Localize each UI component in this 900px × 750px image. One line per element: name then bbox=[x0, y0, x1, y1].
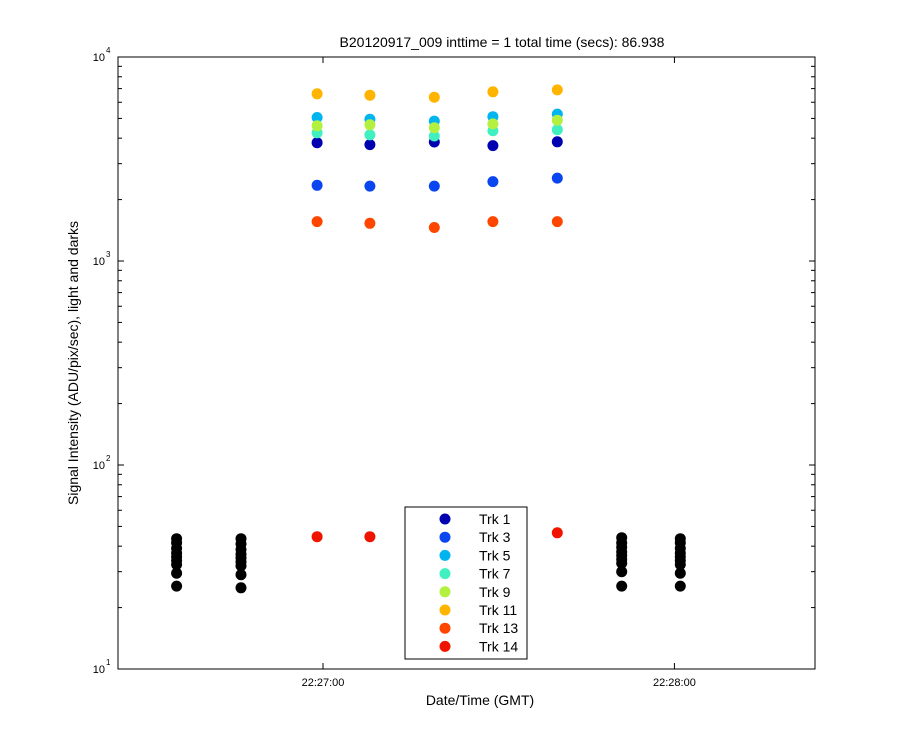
point-trk-13 bbox=[364, 217, 376, 229]
dark-point bbox=[235, 533, 247, 545]
dark-point bbox=[235, 569, 247, 581]
point-trk-3 bbox=[364, 180, 376, 192]
point-trk-3 bbox=[487, 176, 499, 188]
y-axis-label: Signal Intensity (ADU/pix/sec), light an… bbox=[65, 221, 81, 505]
legend-marker bbox=[439, 549, 451, 561]
y-tick-exponent: 4 bbox=[106, 46, 111, 55]
point-trk-3 bbox=[311, 179, 323, 191]
legend-label: Trk 11 bbox=[479, 602, 517, 618]
point-trk-7 bbox=[551, 124, 563, 136]
y-tick-label: 10 bbox=[93, 52, 105, 64]
point-trk-1 bbox=[364, 139, 376, 151]
dark-point bbox=[171, 567, 183, 579]
y-tick-label: 10 bbox=[93, 256, 105, 268]
dark-point bbox=[616, 580, 628, 592]
legend-marker bbox=[439, 568, 451, 580]
point-trk-9 bbox=[428, 122, 440, 134]
dark-point bbox=[674, 533, 686, 545]
point-trk-9 bbox=[487, 118, 499, 130]
x-axis-label: Date/Time (GMT) bbox=[426, 692, 534, 708]
legend-label: Trk 7 bbox=[479, 566, 511, 582]
y-tick-label: 10 bbox=[93, 664, 105, 676]
legend-label: Trk 9 bbox=[479, 584, 511, 600]
point-trk-7 bbox=[364, 129, 376, 141]
point-trk-9 bbox=[364, 119, 376, 131]
legend-label: Trk 5 bbox=[479, 547, 511, 563]
point-trk-13 bbox=[551, 216, 563, 228]
legend: Trk 1 Trk 3 Trk 5 Trk 7 Trk 9 Trk 11 Trk 13 Trk… bbox=[404, 506, 528, 660]
y-tick-exponent: 2 bbox=[106, 454, 111, 463]
point-trk-9 bbox=[311, 120, 323, 132]
x-tick-label: 22:28:00 bbox=[653, 677, 696, 689]
legend-marker bbox=[439, 586, 451, 598]
point-trk-11 bbox=[428, 91, 440, 103]
point-trk-9 bbox=[551, 114, 563, 126]
legend-marker bbox=[439, 513, 451, 525]
legend-label: Trk 14 bbox=[479, 638, 518, 654]
legend-marker bbox=[439, 640, 451, 652]
legend-label: Trk 1 bbox=[479, 511, 511, 527]
data-points bbox=[171, 84, 686, 594]
point-trk-13 bbox=[311, 216, 323, 228]
legend-box bbox=[404, 506, 528, 660]
point-trk-5 bbox=[311, 112, 323, 123]
chart-title: B20120917_009 inttime = 1 total time (se… bbox=[340, 34, 665, 50]
legend-label: Trk 3 bbox=[479, 529, 511, 545]
point-trk-1 bbox=[311, 137, 323, 149]
dark-point bbox=[616, 566, 628, 578]
point-trk-11 bbox=[487, 86, 499, 98]
point-trk-14 bbox=[311, 531, 323, 543]
y-tick-label: 10 bbox=[93, 460, 105, 472]
dark-point bbox=[616, 532, 628, 544]
dark-point bbox=[235, 582, 247, 594]
legend-marker bbox=[439, 531, 451, 543]
point-trk-1 bbox=[551, 136, 563, 148]
dark-point bbox=[674, 580, 686, 592]
point-trk-13 bbox=[428, 222, 440, 233]
point-trk-13 bbox=[487, 216, 499, 228]
dark-point bbox=[171, 533, 183, 545]
point-trk-1 bbox=[487, 140, 499, 152]
legend-marker bbox=[439, 622, 451, 634]
point-trk-11 bbox=[311, 88, 323, 100]
point-trk-14 bbox=[551, 527, 563, 539]
point-trk-3 bbox=[551, 172, 563, 184]
point-trk-11 bbox=[364, 89, 376, 101]
dark-point bbox=[171, 580, 183, 592]
y-tick-exponent: 1 bbox=[106, 658, 111, 667]
point-trk-11 bbox=[551, 84, 563, 96]
point-trk-14 bbox=[364, 531, 376, 543]
point-trk-3 bbox=[428, 180, 440, 192]
dark-point bbox=[674, 567, 686, 579]
legend-label: Trk 13 bbox=[479, 620, 518, 636]
legend-marker bbox=[439, 604, 451, 616]
y-tick-exponent: 3 bbox=[106, 250, 111, 259]
point-trk-7 bbox=[428, 130, 440, 142]
x-tick-label: 22:27:00 bbox=[302, 677, 345, 689]
